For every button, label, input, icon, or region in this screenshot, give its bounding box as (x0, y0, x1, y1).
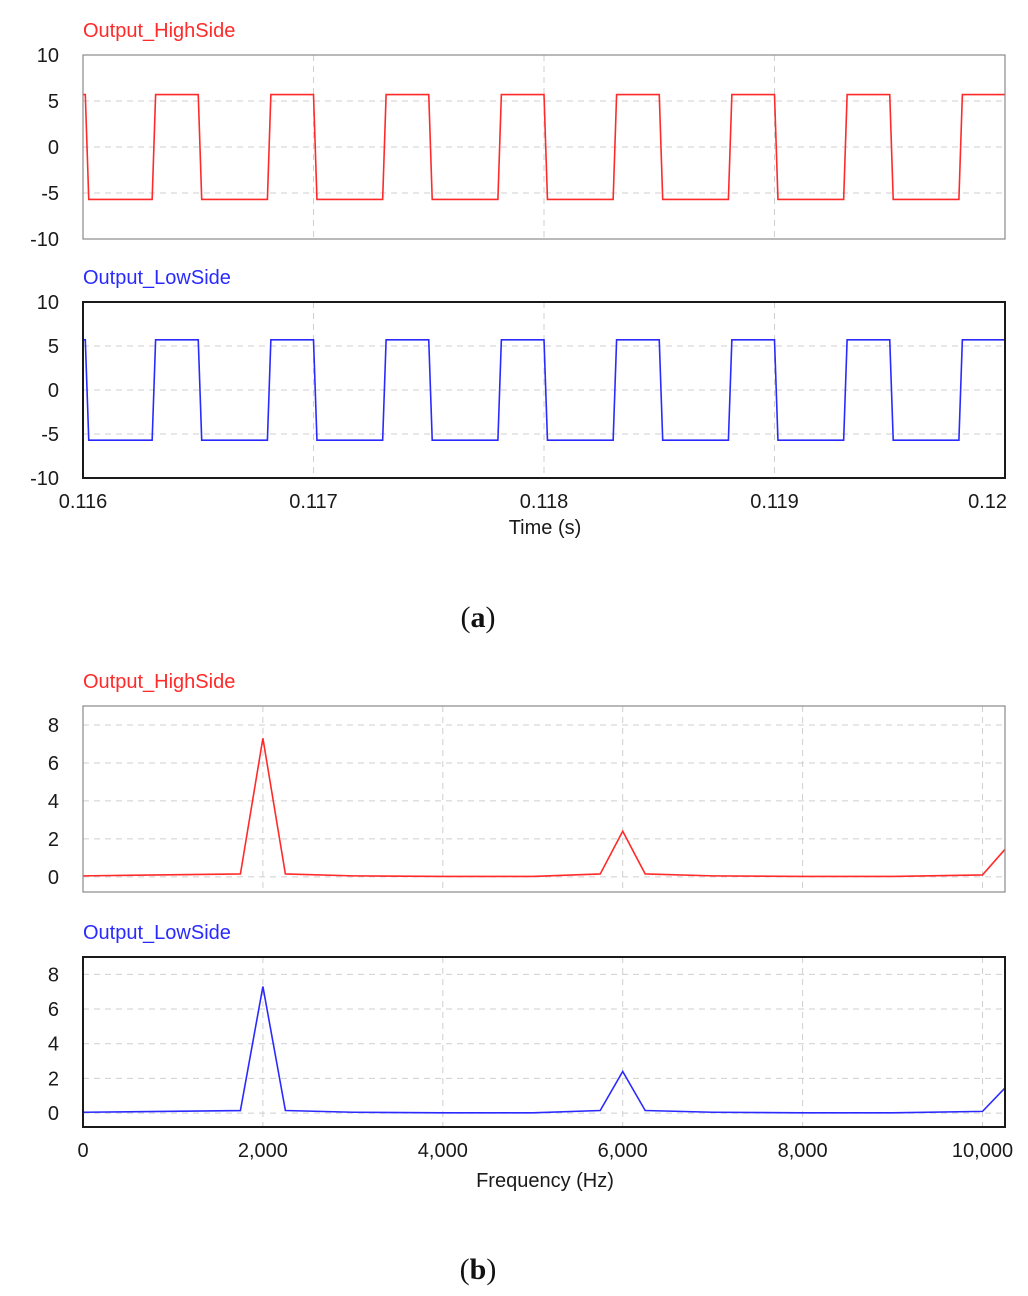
y-tick-label: 4 (48, 791, 59, 813)
y-tick-label: 10 (37, 292, 59, 314)
y-tick-label: 6 (48, 753, 59, 775)
y-tick-label: -5 (41, 183, 59, 205)
y-tick-label: 0 (48, 137, 59, 159)
x-tick-label: 0.116 (59, 491, 108, 513)
y-tick-label: -10 (30, 229, 59, 251)
chart-panels: Output_HighSide 10 5 0 -5 -10 Output_LowSide 10… (30, 20, 1013, 1162)
series-line (82, 738, 1006, 878)
plot-frame (82, 956, 1006, 1128)
y-tick-label: 8 (48, 964, 59, 986)
plot-frame (82, 705, 1006, 893)
panel-title: Output_HighSide (83, 20, 235, 42)
x-tick-label: 0.119 (750, 491, 799, 513)
x-tick-label: 2,000 (238, 1140, 288, 1162)
chart-panel-3: Output_HighSide 8 6 4 2 0 (48, 671, 1006, 893)
series-line (82, 986, 1006, 1114)
panel-title: Output_HighSide (83, 671, 235, 693)
x-tick-label: 10,000 (952, 1140, 1013, 1162)
y-tick-label: 0 (48, 867, 59, 889)
chart-panel-4: Output_LowSide 8 6 4 2 00 2,000 4,000 6,000 8,000… (48, 922, 1013, 1162)
y-tick-label: -10 (30, 468, 59, 490)
x-tick-label: 0 (77, 1140, 88, 1162)
series-line (83, 339, 1005, 441)
x-tick-label: 4,000 (418, 1140, 468, 1162)
y-tick-label: 8 (48, 715, 59, 737)
y-tick-label: 2 (48, 1068, 59, 1090)
y-tick-label: 5 (48, 91, 59, 113)
x-tick-label: 0.118 (520, 491, 569, 513)
x-tick-label: 6,000 (598, 1140, 648, 1162)
chart-panel-1: Output_HighSide 10 5 0 -5 -10 (30, 20, 1006, 251)
y-tick-label: -5 (41, 424, 59, 446)
chart-panel-2: Output_LowSide 10 5 0 -5 -100.116 0.117 0.118 0.… (30, 267, 1007, 513)
y-tick-label: 10 (37, 45, 59, 67)
series-line (83, 93, 1005, 201)
x-tick-label: 0.117 (289, 491, 338, 513)
panel-title: Output_LowSide (83, 267, 231, 289)
x-tick-label: 8,000 (778, 1140, 828, 1162)
y-tick-label: 4 (48, 1034, 59, 1056)
caption-b: (b) (460, 1253, 497, 1286)
x-tick-label: 0.12 (968, 491, 1007, 513)
caption-a: (a) (461, 601, 496, 634)
y-tick-label: 6 (48, 999, 59, 1021)
axis-label-time: Time (s) (509, 517, 582, 539)
axis-label-frequency: Frequency (Hz) (476, 1170, 614, 1192)
y-tick-label: 5 (48, 336, 59, 358)
plot-frame (82, 54, 1006, 240)
y-tick-label: 0 (48, 380, 59, 402)
plot-frame (82, 301, 1006, 479)
y-tick-label: 2 (48, 829, 59, 851)
y-tick-label: 0 (48, 1103, 59, 1125)
panel-title: Output_LowSide (83, 922, 231, 944)
